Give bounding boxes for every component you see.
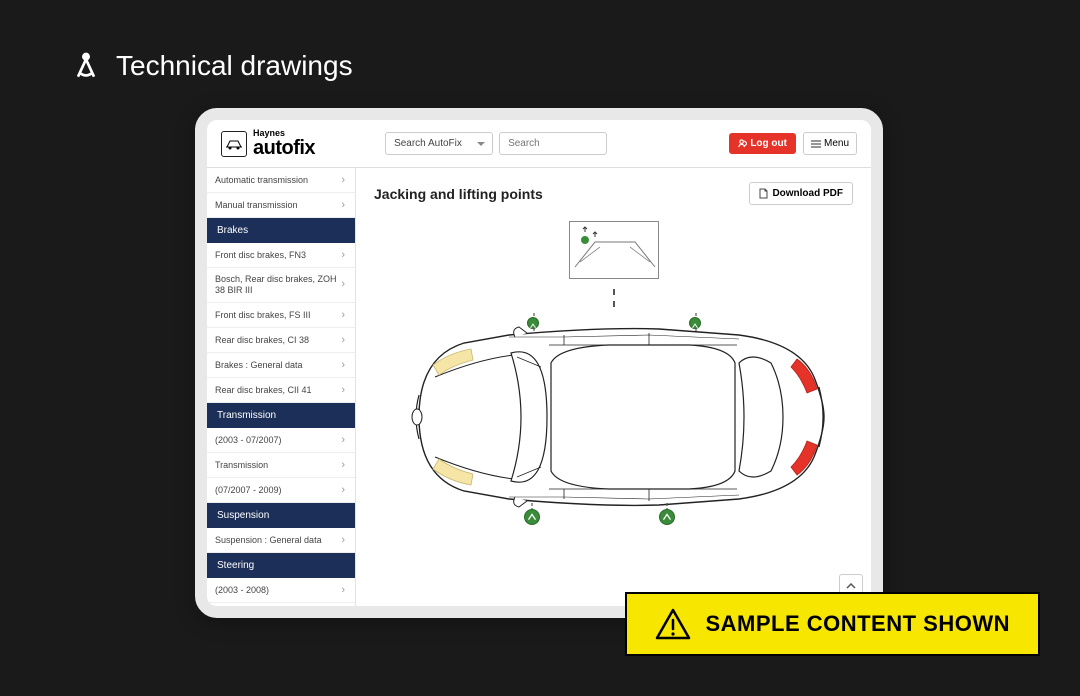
sidebar-item[interactable]: (07/2007 - 2009) › (207, 478, 355, 503)
logout-button[interactable]: Log out (729, 133, 796, 154)
sidebar-item[interactable]: Bosch, Rear disc brakes, ZOH 38 BIR III› (207, 268, 355, 303)
app-header: Haynes autofix Search AutoFix Log out Me… (207, 120, 871, 168)
sidebar-item-label: (07/2007 - 2009) (215, 485, 282, 495)
chevron-right-icon: › (341, 359, 345, 371)
sidebar: Automatic transmission›Manual transmissi… (207, 168, 355, 606)
sidebar-item[interactable]: Rear disc brakes, CII 41 › (207, 378, 355, 403)
jack-point-icon (689, 317, 701, 329)
sidebar-item-label: (2003 - 07/2007) (215, 435, 282, 445)
chevron-right-icon: › (341, 584, 345, 596)
sidebar-item-label: Automatic transmission (215, 175, 308, 185)
sample-banner: SAMPLE CONTENT SHOWN (625, 592, 1040, 656)
sidebar-item-label: Front disc brakes, FS III (215, 310, 311, 320)
chevron-right-icon: › (341, 174, 345, 186)
brand-bottom: autofix (253, 138, 315, 158)
jack-point-icon (524, 509, 540, 525)
menu-label: Menu (824, 138, 849, 149)
brand-text: Haynes autofix (253, 129, 315, 158)
sidebar-item[interactable]: Front disc brakes, FN3 › (207, 243, 355, 268)
sidebar-item[interactable]: (2003 - 2008) › (207, 578, 355, 603)
brand-logo-icon (221, 131, 247, 157)
tablet-frame: Haynes autofix Search AutoFix Log out Me… (195, 108, 883, 618)
sidebar-item-label: Transmission (215, 460, 268, 470)
search-input[interactable] (499, 132, 607, 155)
sidebar-item-label: Front disc brakes, FN3 (215, 250, 306, 260)
chevron-right-icon: › (341, 199, 345, 211)
content-title: Jacking and lifting points (374, 186, 543, 202)
sidebar-item-label: Suspension : General data (215, 535, 322, 545)
hamburger-icon (811, 140, 821, 148)
sidebar-item-label: Manual transmission (215, 200, 298, 210)
warning-icon (655, 608, 691, 640)
dash-connector (613, 289, 615, 307)
sidebar-item[interactable]: Rear disc brakes, CI 38 › (207, 328, 355, 353)
chevron-right-icon: › (341, 484, 345, 496)
sidebar-category[interactable]: Suspension (207, 503, 355, 528)
sidebar-item-label: Rear disc brakes, CII 41 (215, 385, 312, 395)
sidebar-item[interactable]: Transmission › (207, 453, 355, 478)
sample-banner-text: SAMPLE CONTENT SHOWN (705, 611, 1010, 637)
sidebar-category[interactable]: Brakes (207, 218, 355, 243)
car-diagram (399, 307, 829, 530)
logout-icon (738, 139, 747, 148)
document-icon (759, 188, 768, 199)
diagram-inset (569, 221, 659, 279)
sidebar-item-label: Rear disc brakes, CI 38 (215, 335, 309, 345)
page-header: Technical drawings (0, 0, 1080, 82)
sidebar-item[interactable]: Suspension : General data › (207, 528, 355, 553)
chevron-right-icon: › (341, 334, 345, 346)
chevron-right-icon: › (341, 434, 345, 446)
drafting-compass-icon (70, 50, 102, 82)
sidebar-item-label: Brakes : General data (215, 360, 303, 370)
chevron-right-icon: › (341, 309, 345, 321)
sidebar-item[interactable]: (2003 - 07/2007) › (207, 428, 355, 453)
content-header: Jacking and lifting points Download PDF (374, 182, 853, 205)
brand[interactable]: Haynes autofix (221, 129, 315, 158)
chevron-right-icon: › (341, 249, 345, 261)
jack-point-icon (659, 509, 675, 525)
sidebar-item[interactable]: Brakes : General data › (207, 353, 355, 378)
jack-point-icon (527, 317, 539, 329)
sidebar-item-label: Bosch, Rear disc brakes, ZOH 38 BIR III (215, 274, 341, 296)
content-area: Jacking and lifting points Download PDF (355, 168, 871, 606)
sidebar-category[interactable]: Transmission (207, 403, 355, 428)
chevron-right-icon: › (341, 459, 345, 471)
chevron-right-icon: › (341, 278, 345, 291)
chevron-right-icon: › (341, 384, 345, 396)
logout-label: Log out (750, 138, 787, 149)
chevron-right-icon: › (341, 534, 345, 546)
sidebar-item[interactable]: Front disc brakes, FS III › (207, 303, 355, 328)
download-label: Download PDF (772, 188, 843, 199)
search-dropdown[interactable]: Search AutoFix (385, 132, 493, 155)
diagram (374, 221, 853, 530)
page-title: Technical drawings (116, 50, 353, 82)
download-pdf-button[interactable]: Download PDF (749, 182, 853, 205)
sidebar-item-label: (2003 - 2008) (215, 585, 269, 595)
sidebar-item[interactable]: 2009› (207, 603, 355, 606)
chevron-up-icon (846, 583, 856, 589)
menu-button[interactable]: Menu (803, 132, 857, 155)
sidebar-category[interactable]: Steering (207, 553, 355, 578)
sidebar-item[interactable]: Manual transmission › (207, 193, 355, 218)
app-body: Automatic transmission›Manual transmissi… (207, 168, 871, 606)
sidebar-item[interactable]: Automatic transmission › (207, 168, 355, 193)
